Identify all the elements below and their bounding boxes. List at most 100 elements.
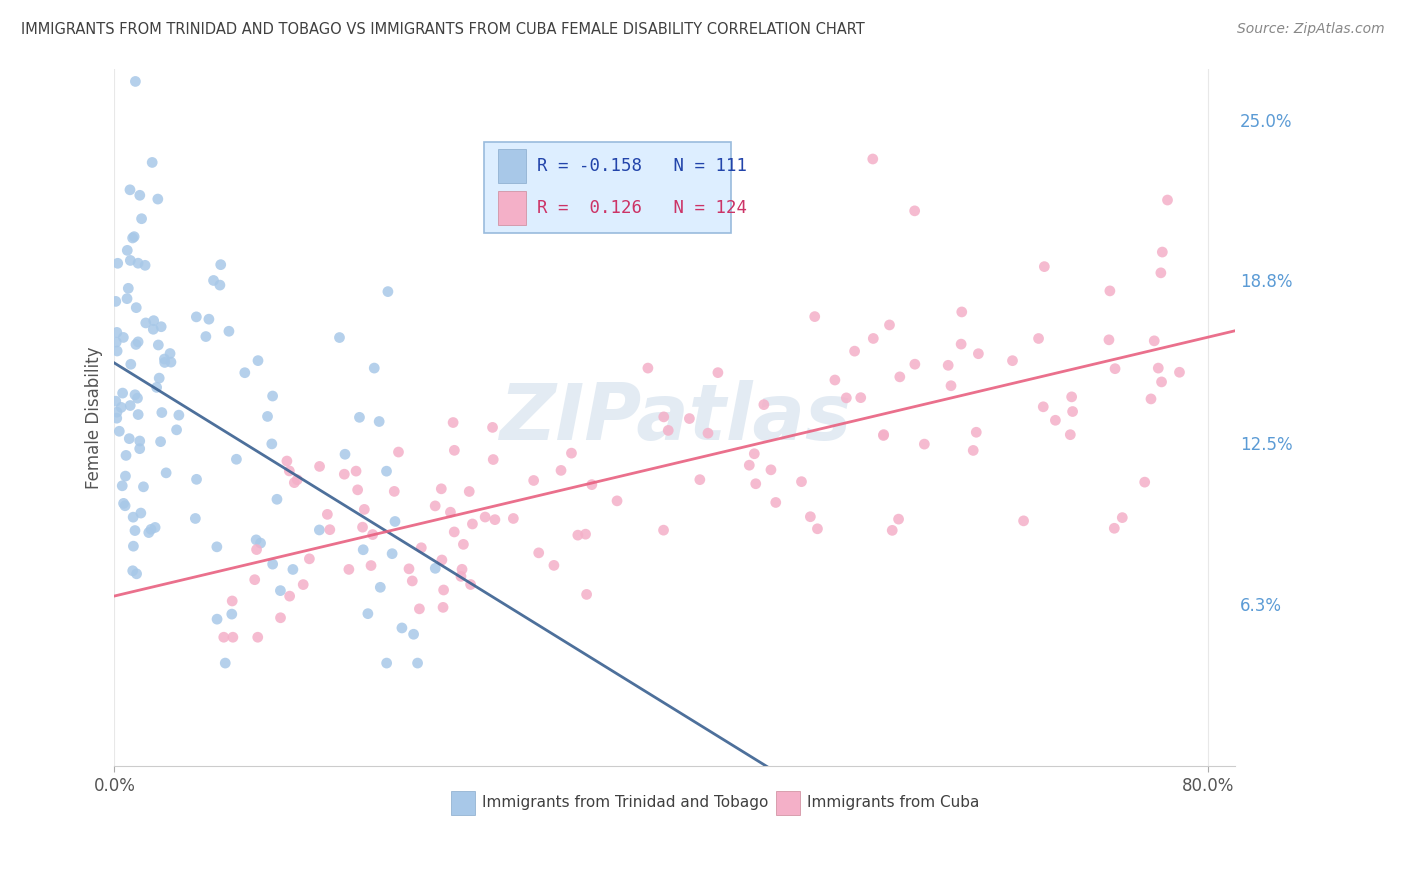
Point [790,475,813,489]
Point [368,580,391,594]
Point [285,473,308,487]
Point [382,484,405,499]
Point [689,473,711,487]
Point [1143,334,1166,348]
Point [122,510,145,524]
Point [138,525,160,540]
Point [835,391,858,405]
Bar [776,791,800,815]
Point [292,577,315,591]
Point [110,401,132,415]
Point [276,454,298,468]
Point [567,528,589,542]
Point [357,607,380,621]
Point [1062,404,1084,418]
Point [124,388,146,402]
Point [430,482,453,496]
Point [1104,361,1126,376]
Point [1150,375,1173,389]
Point [105,411,128,425]
Point [799,509,821,524]
Point [879,318,901,332]
Bar [498,192,526,225]
Point [411,541,433,555]
Point [1098,284,1121,298]
Point [450,569,472,583]
Point [652,409,675,424]
Point [205,612,228,626]
Point [460,577,482,591]
Point [887,512,910,526]
Point [145,380,167,394]
Bar [498,150,526,183]
Point [167,408,190,422]
Point [387,445,409,459]
Point [105,343,128,358]
Point [124,524,146,538]
Point [1059,427,1081,442]
Point [212,630,235,644]
Point [262,557,284,571]
Point [221,607,243,621]
Point [222,630,245,644]
Point [308,459,330,474]
Point [270,611,292,625]
Point [678,411,700,425]
Point [574,527,596,541]
Point [225,452,247,467]
Point [121,231,143,245]
Point [1032,400,1054,414]
Point [1168,365,1191,379]
Point [432,600,454,615]
Point [283,475,305,490]
Point [368,415,391,429]
Point [143,520,166,534]
Point [104,294,127,309]
Point [132,480,155,494]
Point [159,346,181,360]
Point [246,630,269,644]
Point [150,406,173,420]
Point [122,539,145,553]
Point [361,527,384,541]
Text: Immigrants from Trinidad and Tobago: Immigrants from Trinidad and Tobago [482,796,768,810]
Point [121,564,143,578]
Point [824,373,846,387]
Point [134,258,156,272]
Point [166,423,188,437]
Point [377,285,399,299]
Point [249,536,271,550]
Point [375,656,398,670]
Point [441,416,464,430]
Point [141,155,163,169]
Point [328,330,350,344]
Point [186,472,208,486]
Point [146,192,169,206]
Point [233,366,256,380]
Point [738,458,761,473]
Point [245,542,267,557]
Text: Immigrants from Cuba: Immigrants from Cuba [807,796,980,810]
Point [1012,514,1035,528]
Point [278,589,301,603]
Point [433,582,456,597]
Point [142,313,165,327]
Point [333,447,356,461]
Point [1028,331,1050,345]
Point [481,420,503,434]
Point [482,452,505,467]
Point [125,301,148,315]
Point [652,523,675,537]
Point [108,424,131,438]
Text: IMMIGRANTS FROM TRINIDAD AND TOBAGO VS IMMIGRANTS FROM CUBA FEMALE DISABILITY CO: IMMIGRANTS FROM TRINIDAD AND TOBAGO VS I… [21,22,865,37]
Point [128,442,150,456]
Point [150,319,173,334]
Point [484,513,506,527]
FancyBboxPatch shape [484,142,731,233]
Point [105,326,128,340]
Point [581,477,603,491]
Point [375,464,398,478]
Point [112,496,135,510]
Point [1156,193,1178,207]
Point [363,361,385,376]
